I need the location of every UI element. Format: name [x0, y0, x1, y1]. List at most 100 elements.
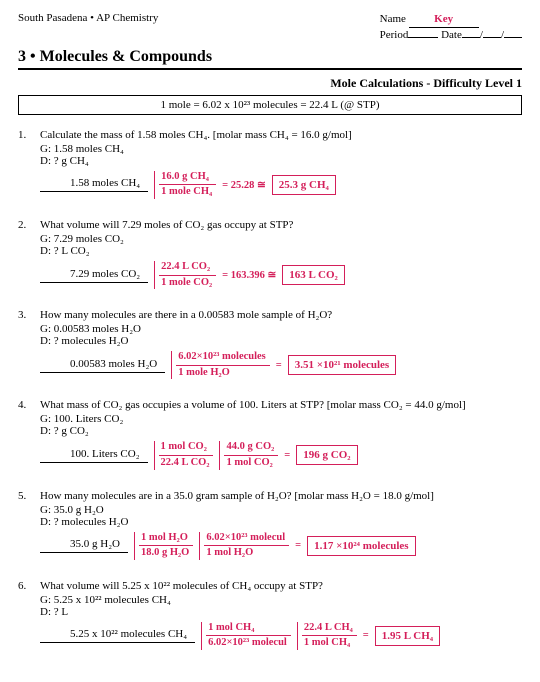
conversion-factor: 16.0 g CH₄1 mole CH₄: [154, 171, 216, 199]
question-body: What mass of CO₂ gas occupies a volume o…: [40, 399, 522, 469]
desired: D: ? molecules H₂O: [40, 335, 522, 347]
date-blank3: [504, 37, 522, 38]
conversion-factor: 44.0 g CO₂1 mol CO₂: [219, 441, 278, 469]
denominator: 1 mol H₂O: [204, 546, 289, 560]
starting-value: 1.58 moles CH₄: [40, 177, 148, 192]
starting-value: 0.00583 moles H₂O: [40, 358, 165, 373]
question-body: How many molecules are there in a 0.0058…: [40, 309, 522, 379]
school: South Pasadena • AP Chemistry: [18, 12, 158, 44]
question-body: How many molecules are in a 35.0 gram sa…: [40, 490, 522, 560]
question: 2. What volume will 7.29 moles of CO₂ ga…: [18, 219, 522, 289]
starting-value: 7.29 moles CO₂: [40, 268, 148, 283]
work-row: 1.58 moles CH₄ 16.0 g CH₄1 mole CH₄ = 25…: [40, 171, 522, 199]
question: 6. What volume will 5.25 x 10²² molecule…: [18, 580, 522, 650]
conversion-factor: 1 mol H₂O18.0 g H₂O: [134, 532, 193, 560]
question-body: Calculate the mass of 1.58 moles CH₄. [m…: [40, 129, 522, 199]
question-number: 2.: [18, 219, 40, 289]
denominator: 6.02×10²³ molecul: [206, 636, 291, 650]
conversion-factor: 22.4 L CH₄1 mol CH₄: [297, 622, 357, 650]
answer-box: 1.17 ×10²⁴ molecules: [307, 536, 415, 556]
numerator: 44.0 g CO₂: [224, 441, 278, 456]
intermediate: =: [363, 630, 369, 641]
starting-value: 35.0 g H₂O: [40, 538, 128, 553]
period-blank: [408, 37, 438, 38]
denominator: 1 mol CO₂: [224, 456, 278, 470]
given: G: 5.25 x 10²² molecules CH₄: [40, 594, 522, 606]
question-text: What volume will 7.29 moles of CO₂ gas o…: [40, 219, 522, 231]
conversion-factor: 1 mol CH₄6.02×10²³ molecul: [201, 622, 291, 650]
formula-bar: 1 mole = 6.02 x 10²³ molecules = 22.4 L …: [18, 95, 522, 115]
desired: D: ? g CH₄: [40, 155, 522, 167]
desired: D: ? molecules H₂O: [40, 516, 522, 528]
answer-box: 196 g CO₂: [296, 445, 357, 465]
intermediate: =: [276, 360, 282, 371]
date-label: Date: [441, 29, 462, 41]
given: G: 35.0 g H₂O: [40, 504, 522, 516]
answer-box: 1.95 L CH₄: [375, 626, 440, 646]
date-blank: [462, 37, 480, 38]
intermediate: = 25.28 ≅: [222, 179, 266, 191]
denominator: 1 mole H₂O: [176, 366, 270, 380]
denominator: 1 mol CH₄: [302, 636, 357, 650]
chapter-title: 3 • Molecules & Compounds: [18, 48, 522, 70]
given: G: 1.58 moles CH₄: [40, 143, 522, 155]
answer-box: 3.51 ×10²¹ molecules: [288, 355, 396, 375]
desired: D: ? L CO₂: [40, 245, 522, 257]
question-number: 5.: [18, 490, 40, 560]
question: 5. How many molecules are in a 35.0 gram…: [18, 490, 522, 560]
conversion-factor: 6.02×10²³ molecules1 mole H₂O: [171, 351, 270, 379]
numerator: 1 mol CH₄: [206, 622, 291, 637]
work-row: 5.25 x 10²² molecules CH₄ 1 mol CH₄6.02×…: [40, 622, 522, 650]
question-text: What mass of CO₂ gas occupies a volume o…: [40, 399, 522, 411]
given: G: 100. Liters CO₂: [40, 413, 522, 425]
question-text: How many molecules are in a 35.0 gram sa…: [40, 490, 522, 502]
desired: D: ? L: [40, 606, 522, 618]
header: South Pasadena • AP Chemistry Name Key P…: [18, 12, 522, 44]
numerator: 6.02×10²³ molecul: [204, 532, 289, 547]
question: 4. What mass of CO₂ gas occupies a volum…: [18, 399, 522, 469]
period-label: Period: [380, 29, 409, 41]
given: G: 0.00583 moles H₂O: [40, 323, 522, 335]
denominator: 1 mole CO₂: [159, 276, 216, 290]
numerator: 1 mol CO₂: [159, 441, 214, 456]
numerator: 22.4 L CH₄: [302, 622, 357, 637]
question-number: 3.: [18, 309, 40, 379]
numerator: 1 mol H₂O: [139, 532, 193, 547]
denominator: 18.0 g H₂O: [139, 546, 193, 560]
question-text: Calculate the mass of 1.58 moles CH₄. [m…: [40, 129, 522, 141]
question-body: What volume will 5.25 x 10²² molecules o…: [40, 580, 522, 650]
numerator: 6.02×10²³ molecules: [176, 351, 270, 366]
question-text: How many molecules are there in a 0.0058…: [40, 309, 522, 321]
work-row: 7.29 moles CO₂ 22.4 L CO₂1 mole CO₂ = 16…: [40, 261, 522, 289]
starting-value: 5.25 x 10²² molecules CH₄: [40, 628, 195, 643]
numerator: 16.0 g CH₄: [159, 171, 216, 186]
work-row: 0.00583 moles H₂O 6.02×10²³ molecules1 m…: [40, 351, 522, 379]
question: 1. Calculate the mass of 1.58 moles CH₄.…: [18, 129, 522, 199]
date-blank2: [483, 37, 501, 38]
intermediate: = 163.396 ≅: [222, 269, 276, 281]
numerator: 22.4 L CO₂: [159, 261, 216, 276]
starting-value: 100. Liters CO₂: [40, 448, 148, 463]
answer-box: 25.3 g CH₄: [272, 175, 336, 195]
desired: D: ? g CO₂: [40, 425, 522, 437]
work-row: 100. Liters CO₂ 1 mol CO₂22.4 L CO₂44.0 …: [40, 441, 522, 469]
name-block: Name Key Period Date//: [380, 12, 522, 44]
conversion-factor: 1 mol CO₂22.4 L CO₂: [154, 441, 214, 469]
denominator: 22.4 L CO₂: [159, 456, 214, 470]
conversion-factor: 22.4 L CO₂1 mole CO₂: [154, 261, 216, 289]
question-number: 1.: [18, 129, 40, 199]
answer-box: 163 L CO₂: [282, 265, 345, 285]
name-value: Key: [409, 12, 479, 28]
conversion-factor: 6.02×10²³ molecul1 mol H₂O: [199, 532, 289, 560]
intermediate: =: [295, 540, 301, 551]
question-text: What volume will 5.25 x 10²² molecules o…: [40, 580, 522, 592]
intermediate: =: [284, 450, 290, 461]
question: 3. How many molecules are there in a 0.0…: [18, 309, 522, 379]
given: G: 7.29 moles CO₂: [40, 233, 522, 245]
name-label: Name: [380, 13, 406, 25]
denominator: 1 mole CH₄: [159, 185, 216, 199]
question-number: 4.: [18, 399, 40, 469]
question-number: 6.: [18, 580, 40, 650]
questions: 1. Calculate the mass of 1.58 moles CH₄.…: [18, 129, 522, 650]
work-row: 35.0 g H₂O 1 mol H₂O18.0 g H₂O6.02×10²³ …: [40, 532, 522, 560]
